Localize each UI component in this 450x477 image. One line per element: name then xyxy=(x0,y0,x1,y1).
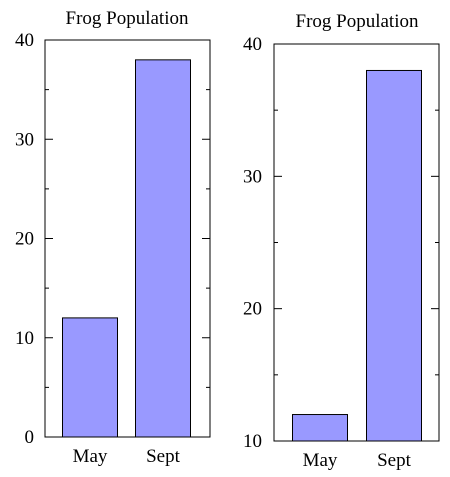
chart-2-y-axis: 10 20 30 40 xyxy=(243,34,439,452)
chart-1-title: Frog Population xyxy=(66,8,189,29)
chart-1: Frog Population 0 10 20 30 40 May Sept xyxy=(15,8,211,467)
chart-1-ytick-label-20: 20 xyxy=(15,229,34,250)
chart-1-bar-may xyxy=(62,317,118,438)
chart-2-title: Frog Population xyxy=(296,11,419,32)
chart-2-category-label-sept: Sept xyxy=(377,450,412,471)
chart-1-bar-sept xyxy=(135,59,191,438)
chart-1-bars xyxy=(62,59,191,438)
chart-2: Frog Population 10 20 30 40 May Sept xyxy=(243,11,440,471)
chart-1-ytick-label-10: 10 xyxy=(15,328,34,349)
chart-2-ytick-label-10: 10 xyxy=(243,431,262,452)
chart-2-bar-may xyxy=(292,414,348,442)
chart-1-category-label-sept: Sept xyxy=(146,446,181,467)
chart-2-bar-sept xyxy=(366,69,422,442)
chart-2-ytick-label-30: 30 xyxy=(243,166,262,187)
chart-1-ytick-label-0: 0 xyxy=(25,427,35,448)
chart-2-bars xyxy=(292,69,422,442)
chart-2-category-label-may: May xyxy=(303,450,338,471)
chart-1-category-label-may: May xyxy=(73,446,108,467)
chart-1-ytick-label-30: 30 xyxy=(15,129,34,150)
chart-2-ytick-label-40: 40 xyxy=(243,34,262,55)
chart-1-y-axis: 0 10 20 30 40 xyxy=(15,30,210,448)
chart-1-ytick-label-40: 40 xyxy=(15,30,34,51)
chart-2-ytick-label-20: 20 xyxy=(243,299,262,320)
